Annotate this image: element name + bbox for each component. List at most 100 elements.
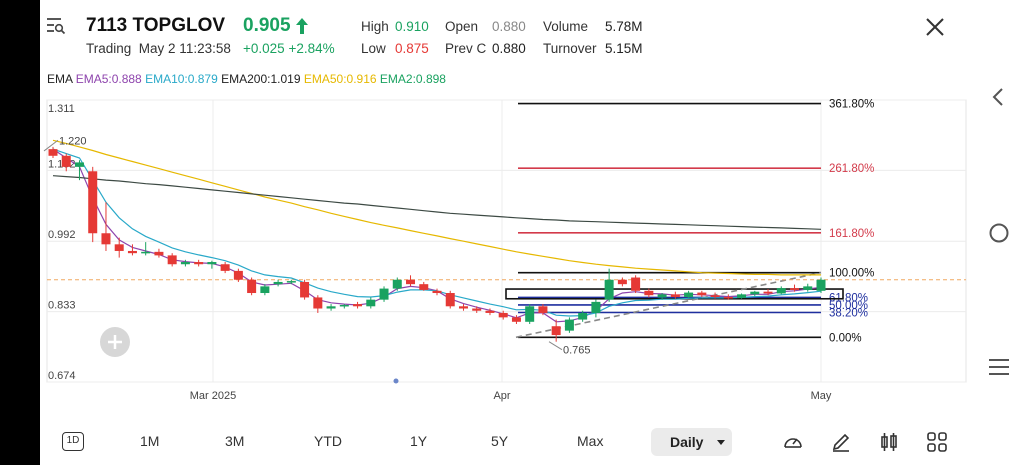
draw-pen-icon[interactable] xyxy=(830,431,852,453)
y-tick-label: 0.833 xyxy=(48,300,76,312)
quote-label-low: Low xyxy=(361,41,386,56)
candle-body xyxy=(419,284,429,290)
ema-line-ema50 xyxy=(52,139,821,276)
candles-icon[interactable] xyxy=(878,431,900,453)
candle-body xyxy=(511,317,521,322)
quote-value-open: 0.880 xyxy=(492,19,526,34)
candle-body xyxy=(48,149,58,156)
quote-value-low: 0.875 xyxy=(395,41,429,56)
candle-body xyxy=(379,288,389,300)
fib-level-label: 100.00% xyxy=(829,268,874,280)
candle-body xyxy=(167,255,177,265)
price-change: +0.025 +2.84% xyxy=(243,41,335,56)
candle-body xyxy=(207,262,217,265)
candle-body xyxy=(538,306,548,313)
candle-body xyxy=(114,244,124,251)
candle-body xyxy=(617,279,627,285)
timeframe-ytd-button[interactable]: YTD xyxy=(314,433,342,449)
candle-body xyxy=(260,286,270,294)
candle-body xyxy=(300,281,310,298)
fib-level-label: 261.80% xyxy=(829,163,874,175)
timeframe-5y-button[interactable]: 5Y xyxy=(491,433,509,449)
candle-body xyxy=(803,286,813,290)
y-tick-label: 0.674 xyxy=(48,370,76,382)
fib-level-label: 61.80% xyxy=(829,292,868,304)
quote-label-open: Open xyxy=(445,19,479,34)
ema-label: EMA xyxy=(47,72,73,86)
candle-body xyxy=(723,297,733,299)
candle-body xyxy=(286,281,296,283)
recents-menu-icon[interactable] xyxy=(988,356,1010,378)
status-label: Trading xyxy=(86,41,132,56)
fib-level-label: 0.00% xyxy=(829,332,862,344)
low-marker-line xyxy=(548,341,563,351)
ema-legend-item: EMA200:1.019 xyxy=(221,72,304,86)
quote-value-high: 0.910 xyxy=(395,19,429,34)
grid-icon[interactable] xyxy=(926,431,948,453)
list-search-icon[interactable] xyxy=(46,16,66,36)
system-nav-bar xyxy=(974,0,1024,465)
ema-legend[interactable]: EMA EMA5:0.888 EMA10:0.879 EMA200:1.019 … xyxy=(47,72,446,86)
candle-body xyxy=(180,262,190,265)
high-marker-label: 1.220 xyxy=(59,135,87,147)
ema-legend-item: EMA10:0.879 xyxy=(145,72,222,86)
candle-body xyxy=(697,292,707,296)
candle-body xyxy=(737,294,747,298)
trading-status: Trading May 2 11:23:58 xyxy=(86,41,231,56)
candle-body xyxy=(644,290,654,296)
y-tick-label: 0.992 xyxy=(48,229,76,241)
candle-body xyxy=(326,306,336,309)
timeframe-1y-button[interactable]: 1Y xyxy=(410,433,428,449)
ema-legend-item: EMA2:0.898 xyxy=(379,72,446,86)
home-circle-icon[interactable] xyxy=(988,222,1010,244)
timeframe-1d-button[interactable]: 1D xyxy=(62,432,84,451)
quote-value-prev-c: 0.880 xyxy=(492,41,526,56)
candle-body xyxy=(551,326,561,336)
quote-label-volume: Volume xyxy=(543,19,589,34)
candle-body xyxy=(61,155,71,167)
candle-body xyxy=(339,304,349,307)
candle-body xyxy=(670,294,680,298)
candle-body xyxy=(141,251,151,254)
last-price: 0.905 xyxy=(243,15,291,36)
candle-body xyxy=(776,288,786,294)
candle-body xyxy=(816,279,826,291)
low-marker-label: 0.765 xyxy=(563,345,591,357)
candle-body xyxy=(684,292,694,298)
ema-line-ema200 xyxy=(52,175,822,230)
candle-body xyxy=(525,306,535,322)
candle-body xyxy=(366,299,376,307)
price-up-arrow-icon xyxy=(296,18,308,34)
candle-body xyxy=(353,304,363,307)
quote-time: May 2 11:23:58 xyxy=(138,41,231,56)
candle-body xyxy=(88,171,98,234)
x-tick-label: Apr xyxy=(493,390,510,402)
high-marker-line xyxy=(43,139,59,152)
candle-body xyxy=(432,290,442,294)
fib-level-label: 38.20% xyxy=(829,307,868,319)
quote-label-high: High xyxy=(361,19,389,34)
candle-body xyxy=(392,279,402,289)
timeframe-1m-button[interactable]: 1M xyxy=(140,433,160,449)
stock-symbol: 7113 TOPGLOV xyxy=(86,15,226,36)
quote-label-turnover: Turnover xyxy=(543,41,597,56)
stock-quote-screen: 7113 TOPGLOV 0.905 Trading May 2 11:23:5… xyxy=(40,0,974,465)
quote-value-turnover: 5.15M xyxy=(605,41,643,56)
gauge-icon[interactable] xyxy=(782,431,804,453)
candle-body xyxy=(445,293,455,307)
timeframe-max-button[interactable]: Max xyxy=(577,433,604,449)
close-icon[interactable] xyxy=(924,16,946,38)
candle-body xyxy=(763,291,773,294)
candle-body xyxy=(154,251,164,256)
candle-body xyxy=(127,250,137,254)
back-chevron-icon[interactable] xyxy=(988,86,1010,108)
interval-dropdown[interactable]: Daily xyxy=(651,428,732,456)
x-tick-label: May xyxy=(811,390,832,402)
pan-dot-icon xyxy=(393,378,399,384)
fib-level-label: 50.00% xyxy=(829,300,868,312)
candle-body xyxy=(220,264,230,271)
y-tick-label: 1.311 xyxy=(48,103,75,115)
timeframe-3m-button[interactable]: 3M xyxy=(225,433,245,449)
candle-body xyxy=(247,279,257,294)
